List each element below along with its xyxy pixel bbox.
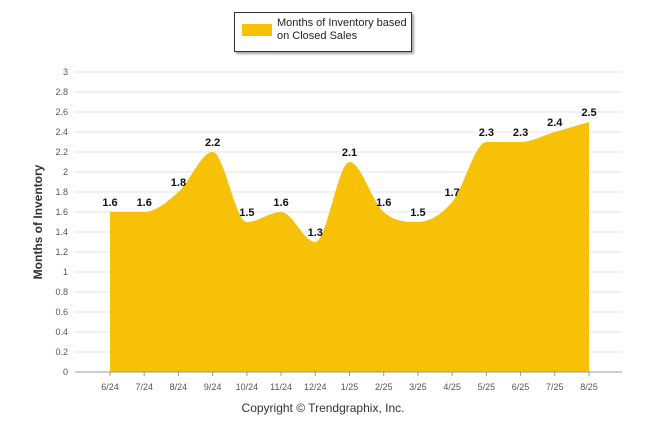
- y-tick-label: 0.2: [55, 347, 68, 357]
- x-tick-label: 1/25: [341, 382, 359, 392]
- y-tick-label: 1.4: [55, 227, 68, 237]
- data-label: 1.8: [171, 177, 186, 189]
- data-label: 1.5: [410, 207, 425, 219]
- y-tick-label: 2: [63, 167, 68, 177]
- legend-swatch: [242, 24, 272, 36]
- copyright-footer: Copyright © Trendgraphix, Inc.: [241, 401, 405, 415]
- y-tick-label: 0.6: [55, 307, 68, 317]
- data-label: 1.6: [376, 197, 391, 209]
- x-tick-label: 9/24: [204, 382, 222, 392]
- x-tick-label: 2/25: [375, 382, 393, 392]
- x-tick-label: 8/24: [170, 382, 188, 392]
- y-tick-label: 1.8: [55, 187, 68, 197]
- x-tick-label: 4/25: [443, 382, 461, 392]
- data-label: 2.1: [342, 147, 357, 159]
- y-axis-title: Months of Inventory: [31, 164, 45, 279]
- y-tick-label: 1.6: [55, 207, 68, 217]
- x-tick-label: 11/24: [270, 382, 292, 392]
- y-tick-label: 2.2: [55, 147, 68, 157]
- x-tick-label: 6/25: [512, 382, 530, 392]
- x-tick-label: 7/25: [546, 382, 564, 392]
- data-label: 2.4: [547, 117, 563, 129]
- y-tick-label: 1: [63, 267, 68, 277]
- y-tick-label: 0: [63, 367, 68, 377]
- area-fill: [110, 122, 589, 372]
- y-tick-label: 3: [63, 67, 68, 77]
- x-tick-label: 5/25: [478, 382, 496, 392]
- data-labels: 1.6 1.6 1.8 2.2 1.5 1.6 1.3 2.1 1.6 1.5 1.7 2.3 2.3 2…: [102, 107, 596, 239]
- y-tick-label: 2.6: [55, 107, 68, 117]
- x-tick-label: 8/25: [580, 382, 598, 392]
- data-label: 2.3: [513, 127, 528, 139]
- data-label: 1.6: [137, 197, 152, 209]
- y-tick-label: 0.4: [55, 327, 68, 337]
- y-tick-label: 2.8: [55, 87, 68, 97]
- legend: Months of Inventory based on Closed Sale…: [234, 12, 412, 52]
- y-tick-label: 2.4: [55, 127, 68, 137]
- area-series: [110, 122, 589, 372]
- data-label: 1.3: [308, 227, 323, 239]
- y-tick-label: 0.8: [55, 287, 68, 297]
- y-tick-label: 1.2: [55, 247, 68, 257]
- data-label: 1.7: [444, 187, 459, 199]
- x-tick-label: 10/24: [236, 382, 259, 392]
- y-tick-labels: 0 0.2 0.4 0.6 0.8 1 1.2 1.4 1.6 1.8 2 2.2 2.4 2.6 2.8 3: [55, 67, 68, 377]
- data-label: 2.2: [205, 137, 220, 149]
- x-tick-label: 7/24: [135, 382, 153, 392]
- x-tick-labels: 6/24 7/24 8/24 9/24 10/24 11/24 12/24 1/25 2/25 3…: [101, 382, 598, 392]
- data-label: 1.5: [239, 207, 254, 219]
- axes: [75, 371, 622, 376]
- x-tick-label: 6/24: [101, 382, 119, 392]
- x-tick-label: 12/24: [304, 382, 327, 392]
- data-label: 2.5: [581, 107, 596, 119]
- x-tick-label: 3/25: [409, 382, 427, 392]
- data-label: 2.3: [479, 127, 494, 139]
- data-label: 1.6: [102, 197, 117, 209]
- legend-label: Months of Inventory based on Closed Sale…: [277, 17, 407, 42]
- data-label: 1.6: [273, 197, 288, 209]
